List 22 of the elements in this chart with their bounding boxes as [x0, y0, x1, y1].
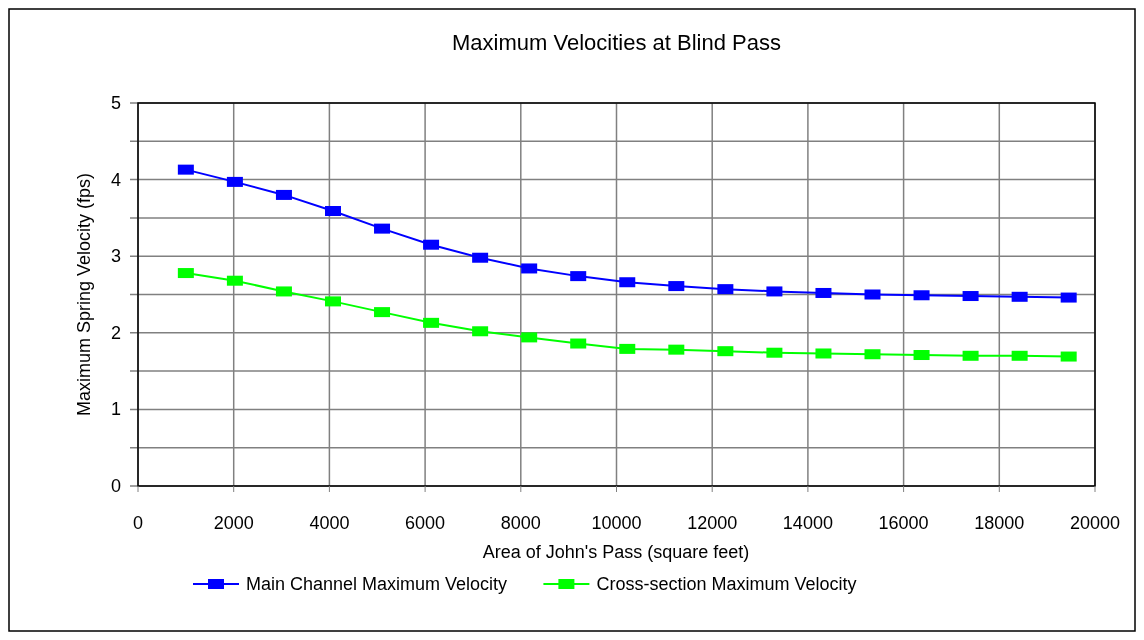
x-tick-label: 2000 — [213, 513, 254, 533]
y-tick-label: 1 — [110, 399, 121, 420]
x-tick-label: 14000 — [782, 513, 833, 533]
chart-title: Maximum Velocities at Blind Pass — [452, 30, 781, 55]
x-tick-label: 4000 — [309, 513, 350, 533]
y-tick-label: 3 — [110, 246, 121, 267]
legend-label: Cross-section Maximum Velocity — [596, 574, 857, 594]
y-tick-label: 0 — [110, 476, 121, 496]
x-axis-title: Area of John's Pass (square feet) — [482, 542, 750, 562]
y-axis-title: Maximum Spring Velocity (fps) — [74, 172, 94, 417]
x-tick-label: 8000 — [500, 513, 541, 533]
y-tick-label: 5 — [110, 93, 121, 113]
x-tick-label: 10000 — [591, 513, 642, 533]
legend-label: Main Channel Maximum Velocity — [246, 574, 508, 594]
x-tick-label: 0 — [132, 513, 144, 533]
x-tick-label: 18000 — [974, 513, 1025, 533]
x-tick-label: 6000 — [405, 513, 446, 533]
y-tick-label: 2 — [110, 322, 121, 343]
y-tick-label: 4 — [110, 169, 121, 190]
x-tick-label: 20000 — [1069, 513, 1121, 533]
x-tick-label: 16000 — [878, 513, 929, 533]
x-tick-label: 12000 — [687, 513, 738, 533]
